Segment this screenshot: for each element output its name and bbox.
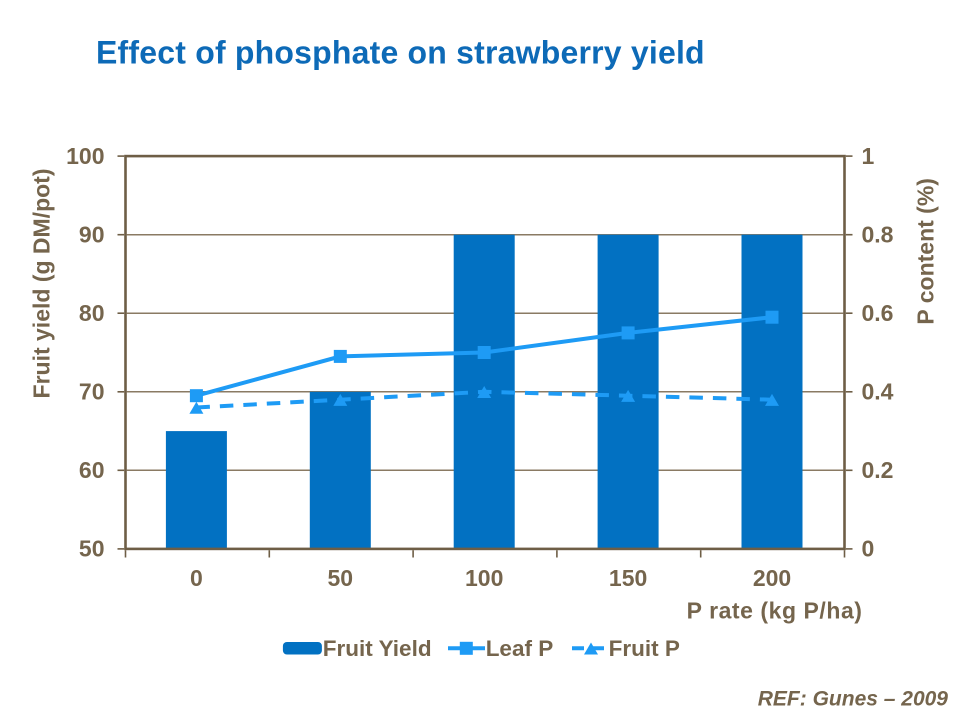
svg-text:Effect of phosphate on strawbe: Effect of phosphate on strawberry yield [96, 34, 705, 70]
svg-text:Fruit P: Fruit P [609, 636, 680, 661]
svg-text:Fruit Yield: Fruit Yield [323, 636, 432, 661]
svg-text:0.6: 0.6 [862, 300, 894, 326]
svg-text:50: 50 [79, 536, 105, 562]
svg-text:90: 90 [79, 222, 105, 248]
svg-text:P rate (kg P/ha): P rate (kg P/ha) [687, 598, 863, 624]
svg-text:80: 80 [79, 300, 105, 326]
svg-text:P content (%): P content (%) [913, 178, 939, 325]
svg-text:0.8: 0.8 [862, 222, 894, 248]
svg-text:0.2: 0.2 [862, 457, 894, 483]
svg-text:200: 200 [753, 565, 791, 591]
svg-text:1: 1 [862, 143, 875, 169]
svg-text:Leaf P: Leaf P [486, 636, 554, 661]
svg-text:0: 0 [190, 565, 203, 591]
svg-text:70: 70 [79, 379, 105, 405]
svg-text:100: 100 [66, 143, 104, 169]
svg-text:60: 60 [79, 457, 105, 483]
svg-text:0: 0 [862, 536, 875, 562]
svg-text:150: 150 [609, 565, 647, 591]
svg-text:100: 100 [465, 565, 503, 591]
svg-text:50: 50 [328, 565, 354, 591]
svg-text:0.4: 0.4 [862, 379, 894, 405]
svg-text:Fruit yield (g DM/pot): Fruit yield (g DM/pot) [28, 169, 54, 399]
svg-text:REF: Gunes – 2009: REF: Gunes – 2009 [758, 687, 949, 710]
